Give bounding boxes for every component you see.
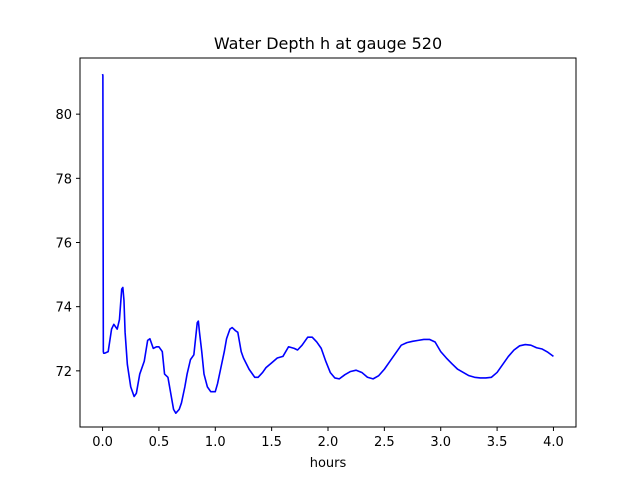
x-tick-label: 2.0 — [318, 435, 339, 450]
x-tick-label: 0.5 — [149, 435, 170, 450]
y-axis: 72 74 76 78 80 — [55, 108, 80, 380]
x-tick-label: 2.5 — [374, 435, 395, 450]
x-tick-label: 1.0 — [205, 435, 226, 450]
y-tick-label: 72 — [55, 365, 72, 380]
x-tick-label: 3.0 — [430, 435, 451, 450]
plot-area — [101, 73, 554, 415]
x-axis: 0.0 0.5 1.0 1.5 2.0 2.5 3.0 3.5 4.0 — [92, 427, 564, 450]
x-tick-label: 1.5 — [261, 435, 282, 450]
y-tick-label: 74 — [55, 301, 72, 316]
axes-frame — [79, 57, 577, 428]
y-tick-label: 80 — [55, 108, 72, 123]
y-tick-label: 76 — [55, 237, 72, 252]
x-tick-label: 4.0 — [543, 435, 564, 450]
series-line — [101, 73, 554, 415]
x-tick-label: 0.0 — [92, 435, 113, 450]
y-tick-label: 78 — [55, 172, 72, 187]
chart-title: Water Depth h at gauge 520 — [214, 34, 442, 53]
x-axis-label: hours — [310, 456, 347, 471]
x-tick-label: 3.5 — [487, 435, 508, 450]
